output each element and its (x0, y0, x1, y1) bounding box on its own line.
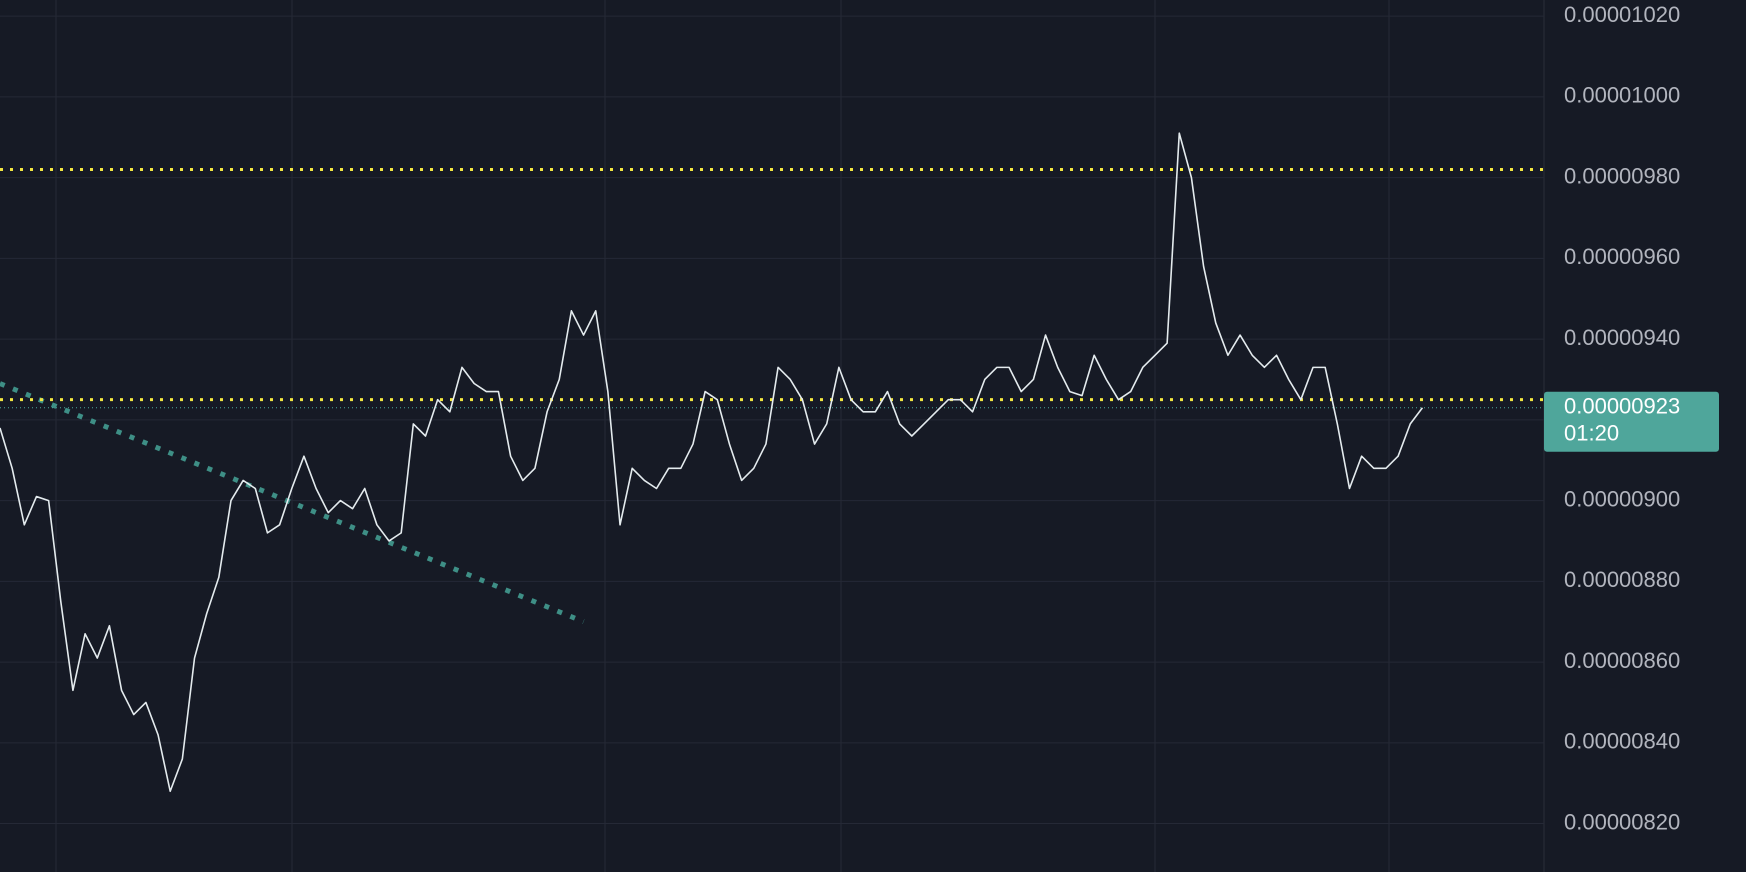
y-tick-label: 0.00001000 (1564, 83, 1680, 108)
y-tick-label: 0.00000900 (1564, 486, 1680, 511)
y-tick-label: 0.00000980 (1564, 163, 1680, 188)
last-price-badge (1544, 391, 1719, 452)
y-tick-label: 0.00000860 (1564, 648, 1680, 673)
y-tick-label: 0.00000840 (1564, 729, 1680, 754)
vertical-grid (55, 0, 1390, 872)
y-tick-label: 0.00000880 (1564, 567, 1680, 592)
price-line (0, 132, 1424, 793)
y-tick-label: 0.00001020 (1564, 2, 1680, 27)
y-tick-label: 0.00000940 (1564, 325, 1680, 350)
y-tick-label: 0.00000960 (1564, 244, 1680, 269)
countdown-label: 01:20 (1564, 421, 1619, 446)
last-price-label: 0.00000923 (1564, 394, 1680, 419)
y-tick-label: 0.00000820 (1564, 809, 1680, 834)
